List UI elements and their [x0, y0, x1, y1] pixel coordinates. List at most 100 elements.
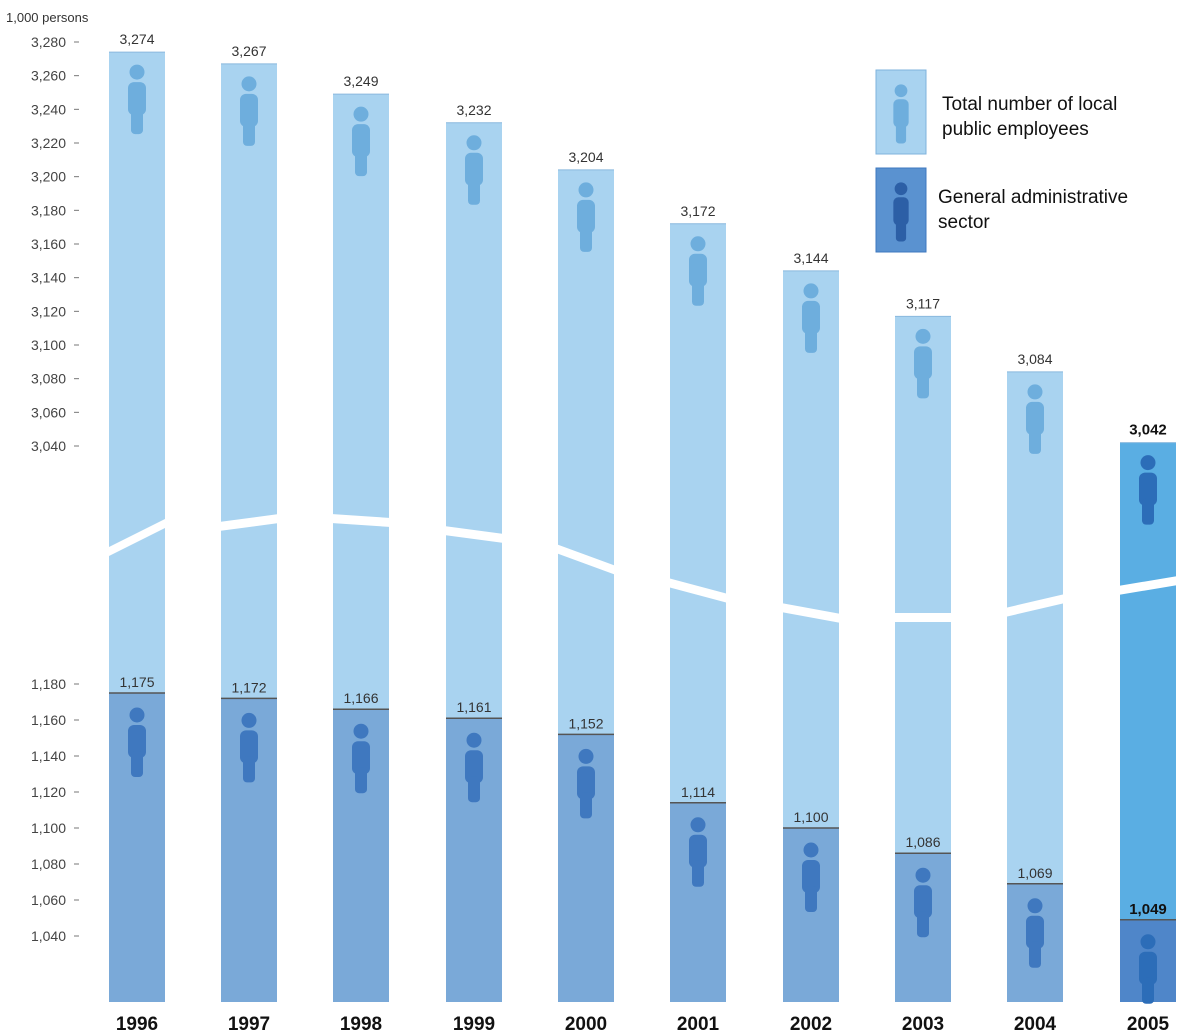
person-icon-body: [1139, 951, 1157, 985]
person-icon-legs: [468, 178, 480, 205]
person-icon-body: [240, 93, 258, 127]
person-icon-total: [240, 76, 258, 146]
axis-break-gap: [781, 603, 841, 623]
person-icon-legs: [1142, 977, 1154, 1004]
person-icon-body: [577, 766, 595, 800]
total-bar: [1120, 442, 1176, 1003]
person-icon-legs: [805, 886, 817, 912]
person-icon-head: [1140, 934, 1156, 950]
axis-break-gap: [1118, 576, 1178, 595]
total-value-label: 3,274: [119, 31, 154, 47]
person-icon-legs: [131, 751, 143, 777]
person-icon-body: [577, 199, 595, 233]
x-axis-year-label: 2004: [1014, 1014, 1057, 1035]
person-icon-admin: [1139, 934, 1157, 1004]
person-icon-head: [1027, 384, 1043, 400]
x-axis-year-label: 1999: [453, 1014, 495, 1035]
person-icon-legs: [131, 108, 143, 135]
person-icon-head: [894, 84, 908, 98]
person-icon-head: [466, 732, 482, 748]
legend: Total number of local public employees G…: [875, 69, 1128, 253]
lower-y-axis-tick-label: 1,040: [31, 928, 66, 944]
person-icon-body: [893, 197, 909, 226]
person-icon-body: [802, 300, 820, 334]
person-icon-admin: [577, 748, 595, 819]
person-icon-head: [578, 748, 594, 764]
person-icon-body: [240, 730, 258, 764]
legend-person-icon-admin: [893, 182, 909, 242]
person-icon-total: [577, 182, 595, 252]
person-icon-legs: [580, 225, 592, 252]
person-icon-legs: [692, 860, 704, 887]
person-icon-body: [893, 99, 909, 128]
person-icon-total: [802, 283, 820, 353]
legend-label-total-line2: public employees: [942, 119, 1089, 140]
upper-y-axis-tick-label: 3,140: [31, 270, 66, 286]
total-value-label: 3,042: [1129, 422, 1167, 439]
person-icon-legs: [355, 767, 367, 794]
person-icon-total: [1139, 455, 1157, 525]
axis-break-gap: [556, 544, 616, 575]
person-icon-body: [689, 834, 707, 868]
upper-y-axis-tick-label: 3,060: [31, 404, 66, 420]
person-icon-legs: [692, 279, 704, 306]
person-icon-head: [129, 64, 145, 80]
person-icon-legs: [243, 756, 255, 783]
person-icon-legs: [468, 776, 480, 803]
upper-y-axis-tick-label: 3,240: [31, 101, 66, 117]
person-icon-admin: [352, 723, 370, 794]
person-icon-head: [129, 707, 145, 723]
person-icon-head: [1140, 455, 1156, 471]
person-icon-total: [352, 106, 370, 177]
total-value-label: 3,267: [231, 43, 266, 59]
upper-y-axis-tick-label: 3,080: [31, 371, 66, 387]
person-icon-body: [128, 725, 146, 758]
lower-y-axis-tick-label: 1,060: [31, 892, 66, 908]
person-icon-body: [352, 124, 370, 158]
person-icon-body: [1026, 915, 1044, 949]
person-icon-admin: [240, 712, 258, 783]
upper-y-axis-tick-label: 3,280: [31, 34, 66, 50]
person-icon-legs: [917, 911, 929, 938]
lower-y-axis-tick-label: 1,180: [31, 676, 66, 692]
axis-break-gap: [1005, 594, 1065, 617]
upper-y-axis-tick-label: 3,100: [31, 337, 66, 353]
person-icon-total: [128, 64, 146, 135]
admin-value-label: 1,086: [905, 834, 940, 850]
person-icon-legs: [895, 219, 907, 242]
person-icon-legs: [580, 792, 592, 819]
person-icon-total: [465, 135, 483, 205]
person-icon-admin: [802, 842, 820, 912]
legend-label-admin-line2: sector: [938, 212, 990, 233]
person-icon-admin: [914, 867, 932, 938]
x-axis-year-label: 2003: [902, 1014, 944, 1035]
legend-label-admin-line1: General administrative: [938, 187, 1128, 208]
total-value-label: 3,117: [906, 295, 940, 311]
person-icon-head: [803, 283, 819, 299]
person-icon-body: [802, 860, 820, 893]
person-icon-legs: [355, 150, 367, 177]
x-axis-year-label: 1998: [340, 1014, 382, 1035]
person-icon-body: [689, 253, 707, 287]
person-icon-body: [352, 741, 370, 775]
person-icon-head: [1027, 898, 1043, 914]
x-axis-year-label: 2000: [565, 1014, 607, 1035]
upper-y-axis-tick-label: 3,220: [31, 135, 66, 151]
axis-break-gap: [219, 514, 279, 531]
person-icon-head: [803, 842, 819, 858]
upper-y-axis-tick-label: 3,160: [31, 236, 66, 252]
upper-y-axis-tick-label: 3,260: [31, 68, 66, 84]
upper-y-axis-tick-label: 3,120: [31, 303, 66, 319]
person-icon-head: [915, 328, 931, 344]
person-icon-body: [1139, 472, 1157, 506]
legend-person-icon-total: [893, 84, 909, 144]
person-icon-legs: [1029, 427, 1041, 454]
lower-y-axis-tick-label: 1,140: [31, 748, 66, 764]
person-icon-head: [690, 817, 706, 833]
person-icon-head: [466, 135, 482, 151]
person-icon-head: [578, 182, 594, 198]
axis-break-gap: [331, 514, 391, 527]
person-icon-admin: [128, 707, 146, 777]
person-icon-head: [241, 712, 257, 728]
person-icon-legs: [917, 372, 929, 399]
